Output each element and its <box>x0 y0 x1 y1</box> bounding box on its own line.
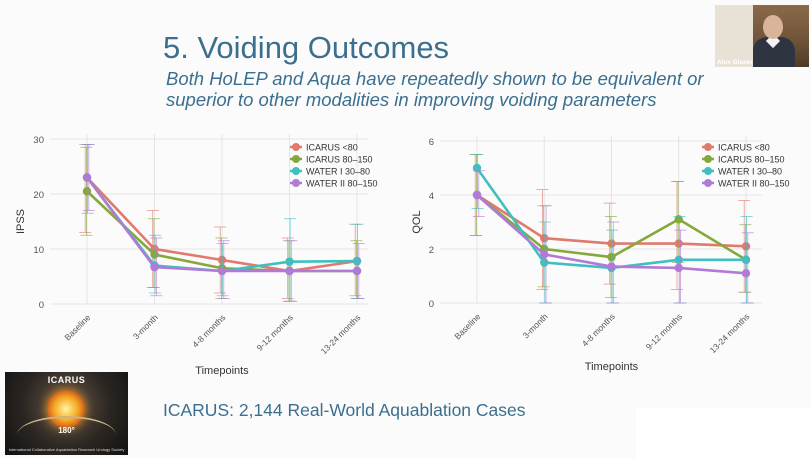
x-tick-label: 9-12 months <box>254 312 294 352</box>
x-tick-label: 3-month <box>521 311 550 340</box>
ipss-chart: 0 10 20 30 Baseline 3-month 4-8 months 9-12 mon… <box>15 134 378 377</box>
x-axis-label: Timepoints <box>195 365 249 377</box>
y-axis-label: QOL <box>411 210 423 233</box>
data-point <box>472 163 482 173</box>
icarus-logo: ICARUS 180° International Collaborative … <box>5 372 128 455</box>
data-point <box>607 239 616 248</box>
x-tick-label: 13-24 months <box>708 311 752 355</box>
data-point <box>82 187 92 196</box>
data-point <box>540 234 549 243</box>
data-point <box>472 190 482 200</box>
x-tick-label: 3-month <box>131 312 160 341</box>
x-tick-label: 9-12 months <box>644 311 684 351</box>
y-tick-label: 10 <box>33 245 44 256</box>
y-tick-label: 30 <box>33 135 44 146</box>
data-point <box>540 258 549 267</box>
data-point <box>674 263 683 273</box>
data-point <box>741 269 751 278</box>
x-tick-label: Baseline <box>452 311 482 341</box>
y-tick-label: 0 <box>39 300 44 311</box>
legend-swatch <box>704 167 712 175</box>
legend-swatch <box>704 155 712 163</box>
logo-degree: 180° <box>58 426 75 435</box>
logo-arc <box>17 416 116 454</box>
logo-subtitle: International Collaborative Aquablation … <box>8 447 125 452</box>
video-background <box>715 5 753 67</box>
icarus-cases-caption: ICARUS: 2,144 Real-World Aquablation Cas… <box>163 400 526 420</box>
data-point <box>150 262 159 272</box>
data-point <box>285 266 294 276</box>
data-point <box>674 255 683 264</box>
legend-label: ICARUS 80–150 <box>306 155 373 165</box>
x-tick-label: 4-8 months <box>190 312 227 349</box>
logo-title: ICARUS <box>47 375 86 385</box>
data-point <box>217 266 227 276</box>
legend-label: WATER II 80–150 <box>718 179 790 189</box>
data-point <box>217 255 227 265</box>
participant-name: Alex Glaser <box>717 59 753 66</box>
y-tick-label: 6 <box>429 137 434 148</box>
x-axis-label: Timepoints <box>585 361 639 373</box>
slide-title: 5. Voiding Outcomes <box>163 30 450 65</box>
legend-label: ICARUS <80 <box>306 143 358 153</box>
legend-label: ICARUS 80–150 <box>718 155 785 165</box>
participant-head <box>763 15 783 39</box>
legend-swatch <box>292 179 300 187</box>
data-point <box>82 173 92 182</box>
y-tick-label: 4 <box>429 191 434 202</box>
legend-swatch <box>704 143 712 151</box>
data-point <box>607 252 616 262</box>
data-point <box>352 266 362 276</box>
legend-label: WATER II 80–150 <box>306 179 378 189</box>
video-participant-tile[interactable]: Alex Glaser <box>715 5 809 67</box>
data-point <box>150 250 159 259</box>
data-point <box>540 250 549 259</box>
x-tick-label: Baseline <box>62 312 92 342</box>
legend-label: ICARUS <80 <box>718 143 770 153</box>
blank-panel <box>636 408 811 458</box>
y-tick-label: 2 <box>429 245 434 256</box>
legend-swatch <box>704 179 712 187</box>
legend-swatch <box>292 155 300 163</box>
y-tick-label: 20 <box>33 190 44 201</box>
data-point <box>741 242 751 251</box>
x-tick-label: 4-8 months <box>580 311 617 348</box>
y-tick-label: 0 <box>429 299 434 310</box>
data-point <box>674 215 683 224</box>
data-point <box>674 239 683 248</box>
slide-subtitle: Both HoLEP and Aqua have repeatedly show… <box>166 68 704 110</box>
data-point <box>607 262 616 271</box>
data-point <box>285 257 294 266</box>
x-tick-label: 13-24 months <box>319 312 363 356</box>
data-point <box>352 256 362 266</box>
legend-label: WATER I 30–80 <box>718 167 782 177</box>
legend-label: WATER I 30–80 <box>306 167 370 177</box>
data-point <box>741 255 751 264</box>
qol-chart: 0 2 4 6 Baseline 3-month 4-8 months 9-12 months… <box>411 136 790 373</box>
legend-swatch <box>292 143 300 151</box>
y-axis-label: IPSS <box>15 209 27 234</box>
legend-swatch <box>292 167 300 175</box>
